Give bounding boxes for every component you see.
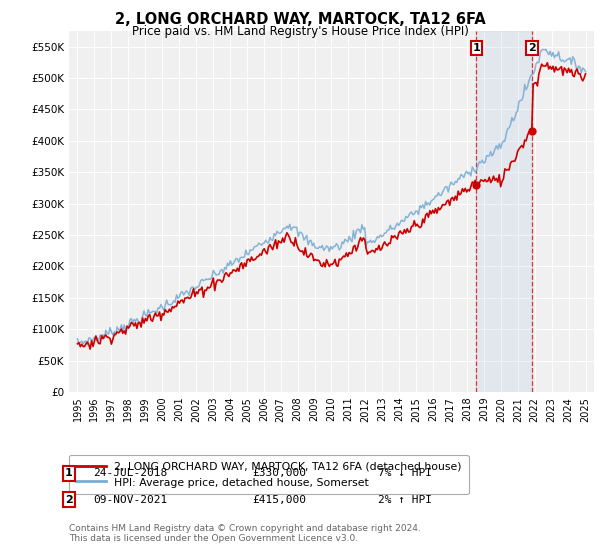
Text: £330,000: £330,000 [252,468,306,478]
Text: 2% ↑ HPI: 2% ↑ HPI [378,494,432,505]
Text: 24-JUL-2018: 24-JUL-2018 [93,468,167,478]
Text: £415,000: £415,000 [252,494,306,505]
Text: 2: 2 [529,44,536,53]
Bar [476,31,532,392]
Text: 7% ↓ HPI: 7% ↓ HPI [378,468,432,478]
Text: 09-NOV-2021: 09-NOV-2021 [93,494,167,505]
Text: 2: 2 [65,494,73,505]
Text: Contains HM Land Registry data © Crown copyright and database right 2024.
This d: Contains HM Land Registry data © Crown c… [69,524,421,543]
Text: Price paid vs. HM Land Registry's House Price Index (HPI): Price paid vs. HM Land Registry's House … [131,25,469,38]
Text: 1: 1 [473,44,481,53]
Text: 1: 1 [65,468,73,478]
Text: 2, LONG ORCHARD WAY, MARTOCK, TA12 6FA: 2, LONG ORCHARD WAY, MARTOCK, TA12 6FA [115,12,485,27]
Legend: 2, LONG ORCHARD WAY, MARTOCK, TA12 6FA (detached house), HPI: Average price, det: 2, LONG ORCHARD WAY, MARTOCK, TA12 6FA (… [69,455,469,494]
